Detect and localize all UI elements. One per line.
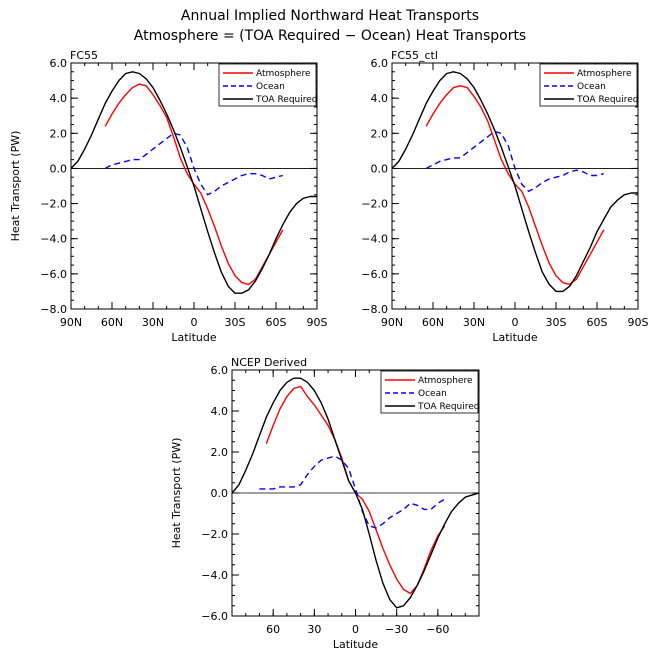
chart1-x-tick-label: 60N <box>422 316 444 329</box>
chart1-y-tick-label: −2.0 <box>361 198 388 211</box>
chart2-y-tick-label: 4.0 <box>211 405 229 418</box>
chart0-panel-label: FC55 <box>70 49 98 62</box>
chart0-x-tick-label: 60N <box>101 316 123 329</box>
chart1-y-tick-label: 2.0 <box>371 127 389 140</box>
chart2-legend-label: Atmosphere <box>418 376 473 386</box>
chart-panel-ncep-derived: 60 30 0 −30 −60 −6.0 −4.0 −2.0 0.0 2.0 4.0 6.0NCEP … <box>170 356 480 651</box>
chart0-y-tick-label: −8.0 <box>40 303 67 316</box>
chart2-x-axis-label: Latitude <box>333 638 379 651</box>
chart2-x-tick-label: −30 <box>385 623 408 636</box>
chart2-panel-label: NCEP Derived <box>231 356 307 369</box>
chart0-series-toa-required <box>70 71 317 294</box>
chart1-legend: Atmosphere Ocean TOA Required <box>539 63 639 107</box>
chart0-x-tick-label: 60S <box>266 316 287 329</box>
chart1-x-tick-label: 90S <box>628 316 649 329</box>
chart0-legend-label: TOA Required <box>255 95 318 105</box>
chart1-x-tick-label: 60S <box>587 316 608 329</box>
chart0-legend-label: Atmosphere <box>256 69 311 79</box>
chart0-series-ocean <box>104 132 283 196</box>
chart2-x-tick-label: 60 <box>266 623 280 636</box>
chart0-y-tick-label: 6.0 <box>50 57 68 70</box>
chart2-y-tick-label: −2.0 <box>201 528 228 541</box>
chart2-series-ocean <box>259 455 446 529</box>
chart2-y-tick-label: −4.0 <box>201 569 228 582</box>
chart1-x-tick-label: 30S <box>546 316 567 329</box>
chart1-x-tick-label: 0 <box>512 316 519 329</box>
chart2-y-tick-label: 0.0 <box>211 487 229 500</box>
chart2-legend-label: Ocean <box>418 389 447 399</box>
chart-panel-fc55: 90N 60N 30N 0 30S 60S 90S −8.0 −6.0 −4.0 −2.0 0.0 2.… <box>9 49 328 344</box>
chart0-x-tick-label: 30S <box>225 316 246 329</box>
chart2-x-tick-label: −60 <box>426 623 449 636</box>
chart0-x-axis-label: Latitude <box>171 331 217 344</box>
chart1-x-tick-label: 90N <box>381 316 403 329</box>
chart2-x-tick-label: 30 <box>307 623 321 636</box>
chart0-y-tick-label: 2.0 <box>50 127 68 140</box>
chart0-x-tick-label: 90S <box>307 316 328 329</box>
chart1-y-tick-label: 6.0 <box>371 57 389 70</box>
chart2-legend: Atmosphere Ocean TOA Required <box>380 370 480 414</box>
chart1-legend-label: Ocean <box>577 82 606 92</box>
chart0-legend-label: Ocean <box>256 82 285 92</box>
chart1-panel-label: FC55_ctl <box>391 49 438 62</box>
chart0-y-tick-label: −4.0 <box>40 233 67 246</box>
chart0-y-tick-label: −2.0 <box>40 198 67 211</box>
figure-title-line1: Annual Implied Northward Heat Transports <box>181 8 479 24</box>
chart2-series-toa-required <box>231 377 480 609</box>
figure-title-line2: Atmosphere = (TOA Required − Ocean) Heat… <box>134 28 526 44</box>
chart0-x-tick-label: 0 <box>191 316 198 329</box>
chart0-y-tick-label: 0.0 <box>50 162 68 175</box>
chart1-series-ocean <box>425 130 604 193</box>
chart0-y-tick-label: 4.0 <box>50 92 68 105</box>
chart0-y-tick-label: −6.0 <box>40 268 67 281</box>
chart2-legend-label: TOA Required <box>417 402 480 412</box>
chart1-y-tick-label: −4.0 <box>361 233 388 246</box>
chart2-series-atmosphere <box>265 385 446 595</box>
chart2-x-tick-label: 0 <box>352 623 359 636</box>
chart1-legend-label: Atmosphere <box>577 69 632 79</box>
chart1-y-tick-label: −6.0 <box>361 268 388 281</box>
chart1-legend-label: TOA Required <box>576 95 639 105</box>
chart1-y-tick-label: 0.0 <box>371 162 389 175</box>
chart1-y-tick-label: −8.0 <box>361 303 388 316</box>
chart0-x-tick-label: 90N <box>60 316 82 329</box>
chart0-x-tick-label: 30N <box>142 316 164 329</box>
chart0-y-axis-label: Heat Transport (PW) <box>9 131 22 242</box>
chart2-y-tick-label: 6.0 <box>211 364 229 377</box>
chart2-y-tick-label: 2.0 <box>211 446 229 459</box>
chart-panel-fc55-ctl: 90N 60N 30N 0 30S 60S 90S −8.0 −6.0 −4.0 −2.0 0.0 2.… <box>361 49 648 344</box>
chart1-x-axis-label: Latitude <box>492 331 538 344</box>
chart0-legend: Atmosphere Ocean TOA Required <box>218 63 318 107</box>
chart2-y-axis-label: Heat Transport (PW) <box>170 438 183 549</box>
chart1-series-toa-required <box>391 71 638 293</box>
chart2-y-tick-label: −6.0 <box>201 610 228 623</box>
chart1-y-tick-label: 4.0 <box>371 92 389 105</box>
chart1-x-tick-label: 30N <box>463 316 485 329</box>
